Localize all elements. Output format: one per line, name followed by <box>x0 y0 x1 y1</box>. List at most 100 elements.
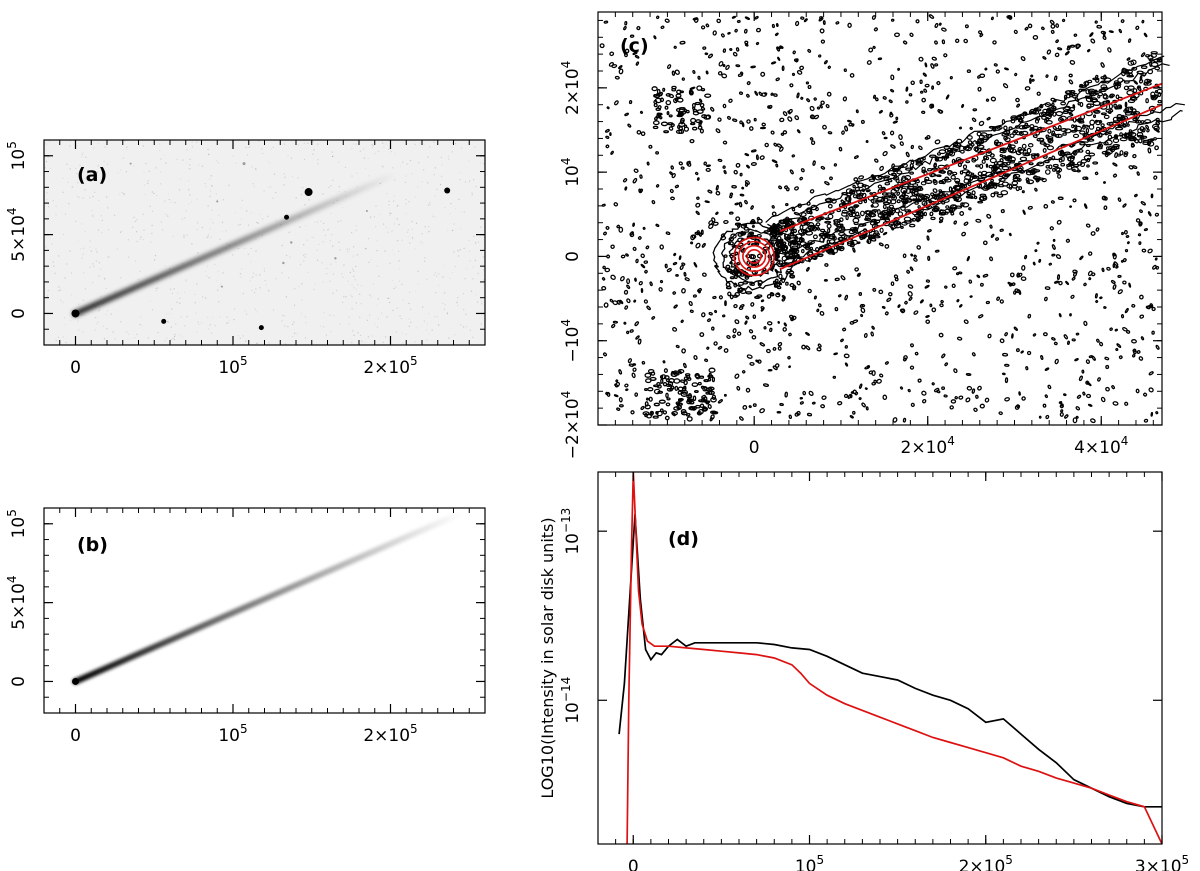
noise-contour <box>936 81 941 86</box>
noise-contour <box>665 93 671 97</box>
noise-contour <box>866 240 870 244</box>
tail-contour <box>1012 173 1021 178</box>
noise-speck <box>122 157 125 159</box>
noise-speck <box>89 197 91 199</box>
noise-contour <box>654 97 662 104</box>
tail-contour <box>1017 147 1023 152</box>
noise-speck <box>184 217 186 219</box>
noise-contour <box>924 83 930 88</box>
noise-speck <box>314 283 316 285</box>
noise-contour <box>604 267 611 273</box>
tail-contour <box>933 163 937 169</box>
tail-contour <box>794 233 803 239</box>
tail-contour <box>1143 81 1149 86</box>
noise-speck <box>233 308 236 310</box>
tail-contour <box>1147 141 1155 147</box>
noise-contour <box>921 110 926 114</box>
noise-contour <box>952 266 958 271</box>
noise-speck <box>151 232 153 235</box>
noise-speck <box>95 248 97 250</box>
y-tick-label: 5×104 <box>5 575 29 629</box>
noise-speck <box>417 186 419 188</box>
noise-contour <box>910 253 914 257</box>
noise-contour <box>722 103 727 109</box>
noise-speck <box>370 296 372 298</box>
noise-contour <box>704 52 709 56</box>
noise-contour <box>774 278 779 283</box>
noise-speck <box>359 316 361 318</box>
noise-contour <box>838 146 843 152</box>
noise-contour <box>1089 32 1094 38</box>
noise-contour <box>652 120 660 126</box>
noise-contour <box>1117 274 1122 278</box>
noise-contour <box>735 64 741 68</box>
tail-contour <box>1046 145 1055 151</box>
tail-contour <box>1085 88 1091 95</box>
noise-speck <box>69 320 71 322</box>
noise-contour <box>624 186 628 191</box>
noise-speck <box>106 310 109 312</box>
noise-contour <box>1148 371 1154 376</box>
noise-contour <box>990 233 995 238</box>
noise-speck <box>477 272 479 275</box>
noise-contour <box>904 300 908 305</box>
noise-speck <box>191 141 193 143</box>
noise-contour <box>683 271 687 277</box>
noise-speck <box>409 308 412 310</box>
noise-contour <box>714 309 718 314</box>
noise-speck <box>472 278 474 280</box>
noise-speck <box>326 273 328 275</box>
noise-speck <box>299 226 301 228</box>
noise-contour <box>643 299 648 304</box>
noise-contour <box>691 382 699 387</box>
noise-speck <box>482 269 485 271</box>
noise-speck <box>441 164 443 166</box>
noise-speck <box>355 265 357 268</box>
noise-contour <box>741 186 745 190</box>
tail-contour <box>838 231 846 237</box>
noise-speck <box>167 215 169 217</box>
tail-contour <box>960 149 965 154</box>
noise-speck <box>47 206 50 208</box>
noise-speck <box>364 167 366 169</box>
noise-contour <box>922 398 927 404</box>
tail-contour <box>1077 101 1081 106</box>
noise-speck <box>46 198 48 200</box>
tail-contour <box>1000 190 1009 196</box>
noise-contour <box>671 70 676 76</box>
tail-contour <box>877 184 883 189</box>
noise-contour <box>890 281 895 287</box>
noise-speck <box>98 307 100 309</box>
noise-speck <box>210 185 213 187</box>
tail-contour <box>1060 128 1068 133</box>
noise-contour <box>930 103 935 109</box>
noise-speck <box>89 240 91 242</box>
noise-speck <box>436 188 438 191</box>
noise-contour <box>985 163 989 168</box>
noise-speck <box>294 304 296 306</box>
noise-speck <box>104 277 106 279</box>
tail-contour <box>1153 137 1157 141</box>
noise-speck <box>246 313 248 315</box>
noise-contour <box>1138 79 1144 84</box>
noise-speck <box>312 236 315 238</box>
noise-speck <box>329 240 332 242</box>
noise-speck <box>285 254 288 257</box>
noise-speck <box>221 231 224 233</box>
noise-contour <box>700 88 706 92</box>
noise-contour <box>1069 44 1076 48</box>
tail-contour <box>1070 129 1078 133</box>
noise-contour <box>995 237 1000 241</box>
noise-contour <box>1154 257 1158 261</box>
noise-contour <box>1101 195 1107 201</box>
noise-speck <box>332 155 334 157</box>
tail-contour <box>979 163 984 169</box>
noise-speck <box>466 326 468 328</box>
noise-speck <box>183 236 185 238</box>
noise-contour <box>941 353 946 359</box>
noise-contour <box>940 299 944 304</box>
noise-speck <box>354 279 356 281</box>
noise-contour <box>859 303 864 308</box>
panel-c-noise-contours <box>599 14 1161 424</box>
noise-speck <box>332 292 334 294</box>
